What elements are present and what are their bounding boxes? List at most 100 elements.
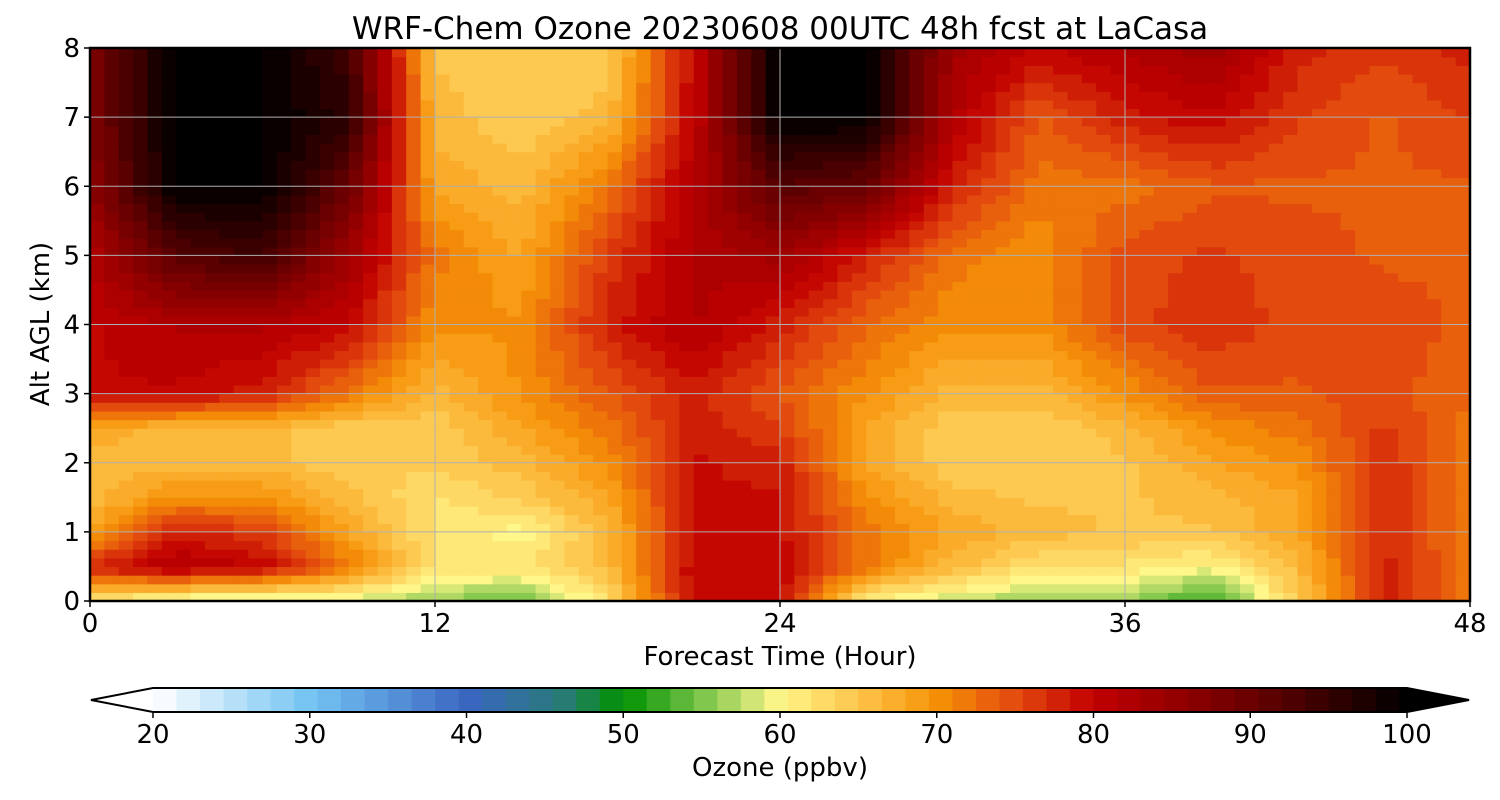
- heatmap-cell: [104, 272, 120, 282]
- heatmap-cell: [248, 194, 264, 205]
- heatmap-cell: [751, 514, 767, 524]
- heatmap-cell: [679, 410, 695, 421]
- heatmap-cell: [478, 203, 494, 213]
- heatmap-cell: [808, 48, 824, 58]
- heatmap-cell: [1024, 168, 1040, 179]
- heatmap-cell: [1168, 341, 1184, 352]
- heatmap-cell: [492, 143, 508, 153]
- heatmap-cell: [1110, 557, 1126, 568]
- heatmap-cell: [765, 229, 781, 239]
- heatmap-cell: [665, 428, 680, 438]
- heatmap-cell: [780, 454, 795, 464]
- heatmap-cell: [176, 255, 192, 265]
- heatmap-cell: [521, 220, 537, 231]
- heatmap-cell: [233, 480, 249, 490]
- heatmap-cell: [564, 549, 580, 559]
- heatmap-cell: [621, 376, 637, 386]
- heatmap-cell: [161, 583, 177, 593]
- heatmap-cell: [248, 341, 264, 352]
- heatmap-cell: [233, 333, 249, 343]
- heatmap-cell: [823, 125, 839, 136]
- heatmap-cell: [133, 480, 149, 490]
- heatmap-cell: [334, 82, 350, 92]
- heatmap-cell: [248, 272, 264, 282]
- heatmap-cell: [895, 143, 910, 153]
- heatmap-cell: [1110, 220, 1126, 231]
- heatmap-cell: [736, 471, 752, 481]
- heatmap-cell: [1153, 82, 1169, 92]
- heatmap-cell: [334, 160, 350, 170]
- heatmap-cell: [966, 341, 982, 352]
- heatmap-cell: [751, 428, 767, 438]
- heatmap-cell: [995, 212, 1011, 222]
- heatmap-cell: [205, 298, 220, 308]
- heatmap-cell: [1053, 462, 1069, 472]
- heatmap-cell: [679, 557, 695, 568]
- heatmap-cell: [722, 91, 738, 101]
- heatmap-cell: [276, 220, 292, 231]
- heatmap-cell: [923, 575, 939, 585]
- heatmap-cell: [650, 428, 666, 438]
- heatmap-cell: [593, 341, 609, 352]
- heatmap-cell: [593, 505, 609, 516]
- heatmap-cell: [837, 246, 853, 256]
- heatmap-cell: [751, 48, 767, 58]
- heatmap-cell: [377, 488, 393, 498]
- heatmap-cell: [1081, 168, 1097, 179]
- heatmap-cell: [334, 307, 350, 317]
- heatmap-cell: [1038, 566, 1054, 576]
- heatmap-cell: [952, 419, 968, 429]
- heatmap-cell: [780, 212, 795, 222]
- heatmap-cell: [1038, 298, 1054, 308]
- heatmap-cell: [147, 384, 163, 395]
- heatmap-cell: [233, 151, 249, 161]
- heatmap-cell: [262, 315, 278, 326]
- heatmap-cell: [449, 575, 465, 585]
- heatmap-cell: [851, 91, 867, 101]
- heatmap-cell: [205, 246, 220, 256]
- heatmap-cell: [636, 367, 652, 377]
- heatmap-cell: [161, 168, 177, 179]
- heatmap-cell: [348, 324, 364, 334]
- heatmap-cell: [1081, 445, 1097, 455]
- heatmap-cell: [320, 298, 335, 308]
- heatmap-cell: [449, 523, 465, 533]
- heatmap-cell: [291, 108, 307, 118]
- heatmap-cell: [492, 384, 508, 395]
- heatmap-cell: [118, 592, 134, 601]
- heatmap-cell: [506, 272, 522, 282]
- heatmap-cell: [765, 333, 781, 343]
- heatmap-cell: [607, 531, 623, 542]
- heatmap-cell: [506, 566, 522, 576]
- heatmap-cell: [1053, 402, 1069, 412]
- heatmap-cell: [118, 134, 134, 144]
- heatmap-cell: [693, 125, 709, 136]
- heatmap-cell: [895, 350, 910, 360]
- heatmap-cell: [406, 238, 422, 248]
- heatmap-cell: [880, 592, 896, 601]
- heatmap-cell: [377, 341, 393, 352]
- heatmap-cell: [1196, 220, 1212, 231]
- heatmap-cell: [794, 82, 810, 92]
- heatmap-cell: [866, 540, 882, 550]
- heatmap-cell: [578, 575, 594, 585]
- heatmap-cell: [923, 56, 939, 66]
- heatmap-cell: [909, 151, 925, 161]
- heatmap-cell: [219, 514, 235, 524]
- heatmap-cell: [966, 177, 982, 187]
- heatmap-cell: [391, 238, 407, 248]
- heatmap-cell: [1010, 471, 1025, 481]
- heatmap-cell: [808, 73, 824, 84]
- heatmap-cell: [765, 151, 781, 161]
- heatmap-cell: [650, 480, 666, 490]
- heatmap-cell: [708, 376, 724, 386]
- heatmap-cell: [348, 82, 364, 92]
- heatmap-cell: [420, 65, 436, 75]
- heatmap-cell: [391, 134, 407, 144]
- heatmap-cell: [420, 583, 436, 593]
- heatmap-cell: [449, 359, 465, 369]
- heatmap-cell: [147, 65, 163, 75]
- heatmap-cell: [1139, 575, 1155, 585]
- heatmap-cell: [938, 419, 954, 429]
- heatmap-cell: [320, 151, 335, 161]
